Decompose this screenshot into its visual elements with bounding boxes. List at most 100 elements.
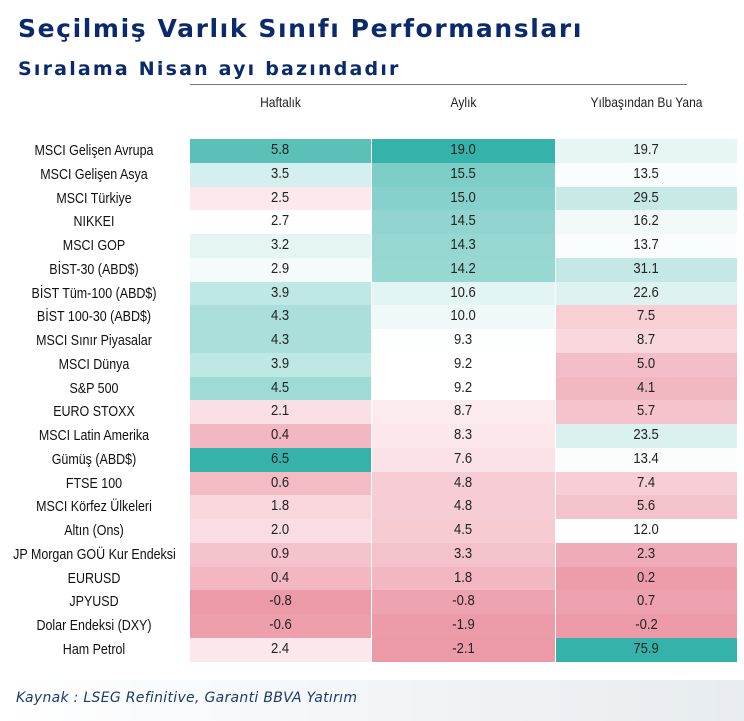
- cell-value: 22.6: [633, 284, 660, 301]
- cell-monthly: 14.2: [372, 257, 555, 282]
- cell-ytd: 0.7: [556, 590, 737, 615]
- cell-value: 2.5: [271, 189, 290, 206]
- cell-monthly: 19.0: [372, 139, 555, 163]
- cell-weekly: 3.5: [190, 162, 371, 187]
- cell-value: 4.5: [271, 379, 290, 396]
- cell-value: 75.9: [633, 640, 660, 657]
- cell-monthly: 14.3: [372, 234, 555, 258]
- cell-value: -1.9: [452, 617, 475, 633]
- cell-value: 0.4: [271, 569, 290, 586]
- cell-value: 0.9: [271, 545, 290, 562]
- cell-monthly: 4.8: [372, 471, 555, 496]
- cell-ytd: 31.1: [556, 257, 737, 282]
- cell-ytd: 75.9: [556, 637, 737, 662]
- cell-value: 9.2: [454, 379, 473, 396]
- cell-monthly: 10.6: [372, 281, 555, 306]
- cell-weekly: 2.7: [190, 210, 371, 235]
- cell-value: 2.3: [637, 545, 656, 562]
- cell-value: 2.7: [271, 213, 290, 230]
- cell-value: 2.9: [271, 260, 290, 277]
- cell-monthly: 1.8: [372, 566, 555, 591]
- cell-monthly: 14.5: [372, 210, 555, 235]
- page-title: Seçilmiş Varlık Sınıfı Performansları: [18, 14, 583, 43]
- cell-monthly: 10.0: [372, 305, 555, 330]
- row-label: S&P 500: [69, 380, 119, 397]
- cell-value: 5.8: [271, 142, 290, 158]
- cell-monthly: 8.7: [372, 400, 555, 425]
- cell-weekly: 2.1: [190, 400, 371, 425]
- cell-value: 12.0: [633, 522, 660, 538]
- cell-value: 23.5: [633, 427, 660, 443]
- cell-value: 0.4: [271, 427, 290, 443]
- cell-monthly: 15.5: [372, 162, 555, 187]
- cell-value: 0.7: [637, 593, 656, 610]
- cell-value: 6.5: [271, 450, 290, 467]
- cell-value: 13.4: [633, 450, 660, 467]
- cell-ytd: 7.4: [556, 471, 737, 496]
- cell-ytd: 23.5: [556, 424, 737, 448]
- cell-value: 9.3: [454, 332, 473, 348]
- row-label: Ham Petrol: [62, 641, 126, 658]
- cell-value: 1.8: [271, 498, 290, 515]
- cell-ytd: 2.3: [556, 542, 737, 567]
- cell-weekly: 0.9: [190, 542, 371, 567]
- cell-monthly: 15.0: [372, 186, 555, 211]
- cell-monthly: 8.3: [372, 424, 555, 448]
- cell-ytd: 16.2: [556, 210, 737, 235]
- cell-value: 7.4: [637, 474, 656, 491]
- row-label: Gümüş (ABD$): [51, 451, 137, 468]
- cell-weekly: 4.5: [190, 376, 371, 401]
- cell-value: 4.1: [637, 379, 656, 396]
- cell-weekly: 2.4: [190, 637, 371, 662]
- row-label: MSCI GOP: [62, 238, 126, 254]
- header-rule: [190, 84, 687, 85]
- cell-value: 19.7: [633, 142, 660, 158]
- cell-weekly: 0.4: [190, 424, 371, 448]
- cell-value: 5.7: [637, 403, 656, 420]
- cell-monthly: 9.2: [372, 376, 555, 401]
- cell-ytd: 19.7: [556, 139, 737, 163]
- cell-value: 7.6: [454, 450, 473, 467]
- cell-value: 3.5: [271, 165, 290, 182]
- row-label: NIKKEI: [73, 214, 115, 231]
- column-header-ytd: Yılbaşından Bu Yana: [590, 94, 703, 110]
- cell-weekly: 3.9: [190, 352, 371, 377]
- cell-value: 3.2: [271, 237, 290, 253]
- cell-weekly: -0.8: [190, 590, 371, 615]
- cell-value: 3.9: [271, 355, 290, 372]
- cell-weekly: 0.6: [190, 471, 371, 496]
- cell-value: -0.8: [269, 593, 292, 610]
- cell-ytd: 5.7: [556, 400, 737, 425]
- cell-monthly: -1.9: [372, 614, 555, 638]
- row-label: MSCI Gelişen Avrupa: [34, 143, 154, 159]
- cell-weekly: 3.2: [190, 234, 371, 258]
- cell-ytd: 0.2: [556, 566, 737, 591]
- cell-value: -2.1: [452, 640, 475, 657]
- cell-weekly: 2.9: [190, 257, 371, 282]
- cell-value: 15.5: [450, 165, 477, 182]
- row-label: MSCI Türkiye: [56, 190, 132, 207]
- page-subtitle: Sıralama Nisan ayı bazındadır: [18, 58, 401, 80]
- row-label: Altın (Ons): [64, 523, 124, 539]
- cell-value: 1.8: [454, 569, 473, 586]
- row-label: JP Morgan GOÜ Kur Endeksi: [13, 546, 176, 563]
- cell-value: 8.7: [637, 332, 656, 348]
- cell-monthly: 3.3: [372, 542, 555, 567]
- cell-value: 14.2: [450, 260, 477, 277]
- cell-weekly: 6.5: [190, 447, 371, 472]
- cell-value: 4.3: [271, 332, 290, 348]
- cell-value: 15.0: [450, 189, 477, 206]
- cell-value: 8.3: [454, 427, 473, 443]
- cell-ytd: 4.1: [556, 376, 737, 401]
- cell-ytd: -0.2: [556, 614, 737, 638]
- cell-ytd: 5.0: [556, 352, 737, 377]
- cell-value: 8.7: [454, 403, 473, 420]
- row-label: BİST Tüm-100 (ABD$): [31, 285, 157, 302]
- cell-value: 2.1: [271, 403, 290, 420]
- row-label: BİST 100-30 (ABD$): [36, 309, 152, 326]
- cell-value: 13.5: [633, 165, 660, 182]
- cell-value: 29.5: [633, 189, 660, 206]
- cell-value: 13.7: [633, 237, 660, 253]
- cell-monthly: 4.5: [372, 519, 555, 543]
- cell-value: 5.6: [637, 498, 656, 515]
